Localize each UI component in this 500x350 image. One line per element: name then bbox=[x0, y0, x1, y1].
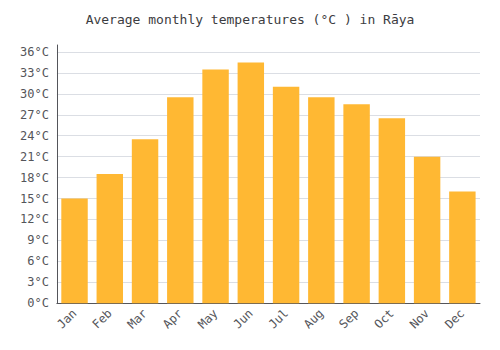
svg-text:Jun: Jun bbox=[231, 306, 256, 331]
svg-text:6°C: 6°C bbox=[27, 254, 49, 268]
svg-text:30°C: 30°C bbox=[20, 87, 49, 101]
svg-text:Aug: Aug bbox=[301, 306, 326, 331]
svg-text:33°C: 33°C bbox=[20, 66, 49, 80]
svg-text:24°C: 24°C bbox=[20, 129, 49, 143]
svg-text:Jul: Jul bbox=[266, 306, 291, 331]
svg-text:18°C: 18°C bbox=[20, 171, 49, 185]
svg-text:12°C: 12°C bbox=[20, 212, 49, 226]
svg-text:3°C: 3°C bbox=[27, 275, 49, 289]
svg-text:36°C: 36°C bbox=[20, 45, 49, 59]
svg-text:15°C: 15°C bbox=[20, 192, 49, 206]
svg-text:Feb: Feb bbox=[90, 306, 115, 331]
svg-text:Sep: Sep bbox=[336, 306, 361, 331]
svg-text:Oct: Oct bbox=[372, 306, 397, 331]
svg-text:Jan: Jan bbox=[54, 306, 79, 331]
svg-text:Average monthly temperatures (: Average monthly temperatures (°C ) in Rā… bbox=[86, 12, 415, 27]
svg-text:0°C: 0°C bbox=[27, 296, 49, 310]
svg-text:21°C: 21°C bbox=[20, 150, 49, 164]
svg-text:Apr: Apr bbox=[160, 306, 185, 331]
svg-text:Mar: Mar bbox=[125, 306, 150, 331]
svg-text:May: May bbox=[195, 306, 220, 331]
svg-text:9°C: 9°C bbox=[27, 233, 49, 247]
svg-text:Nov: Nov bbox=[407, 306, 432, 331]
svg-text:27°C: 27°C bbox=[20, 108, 49, 122]
svg-text:Dec: Dec bbox=[442, 306, 467, 331]
